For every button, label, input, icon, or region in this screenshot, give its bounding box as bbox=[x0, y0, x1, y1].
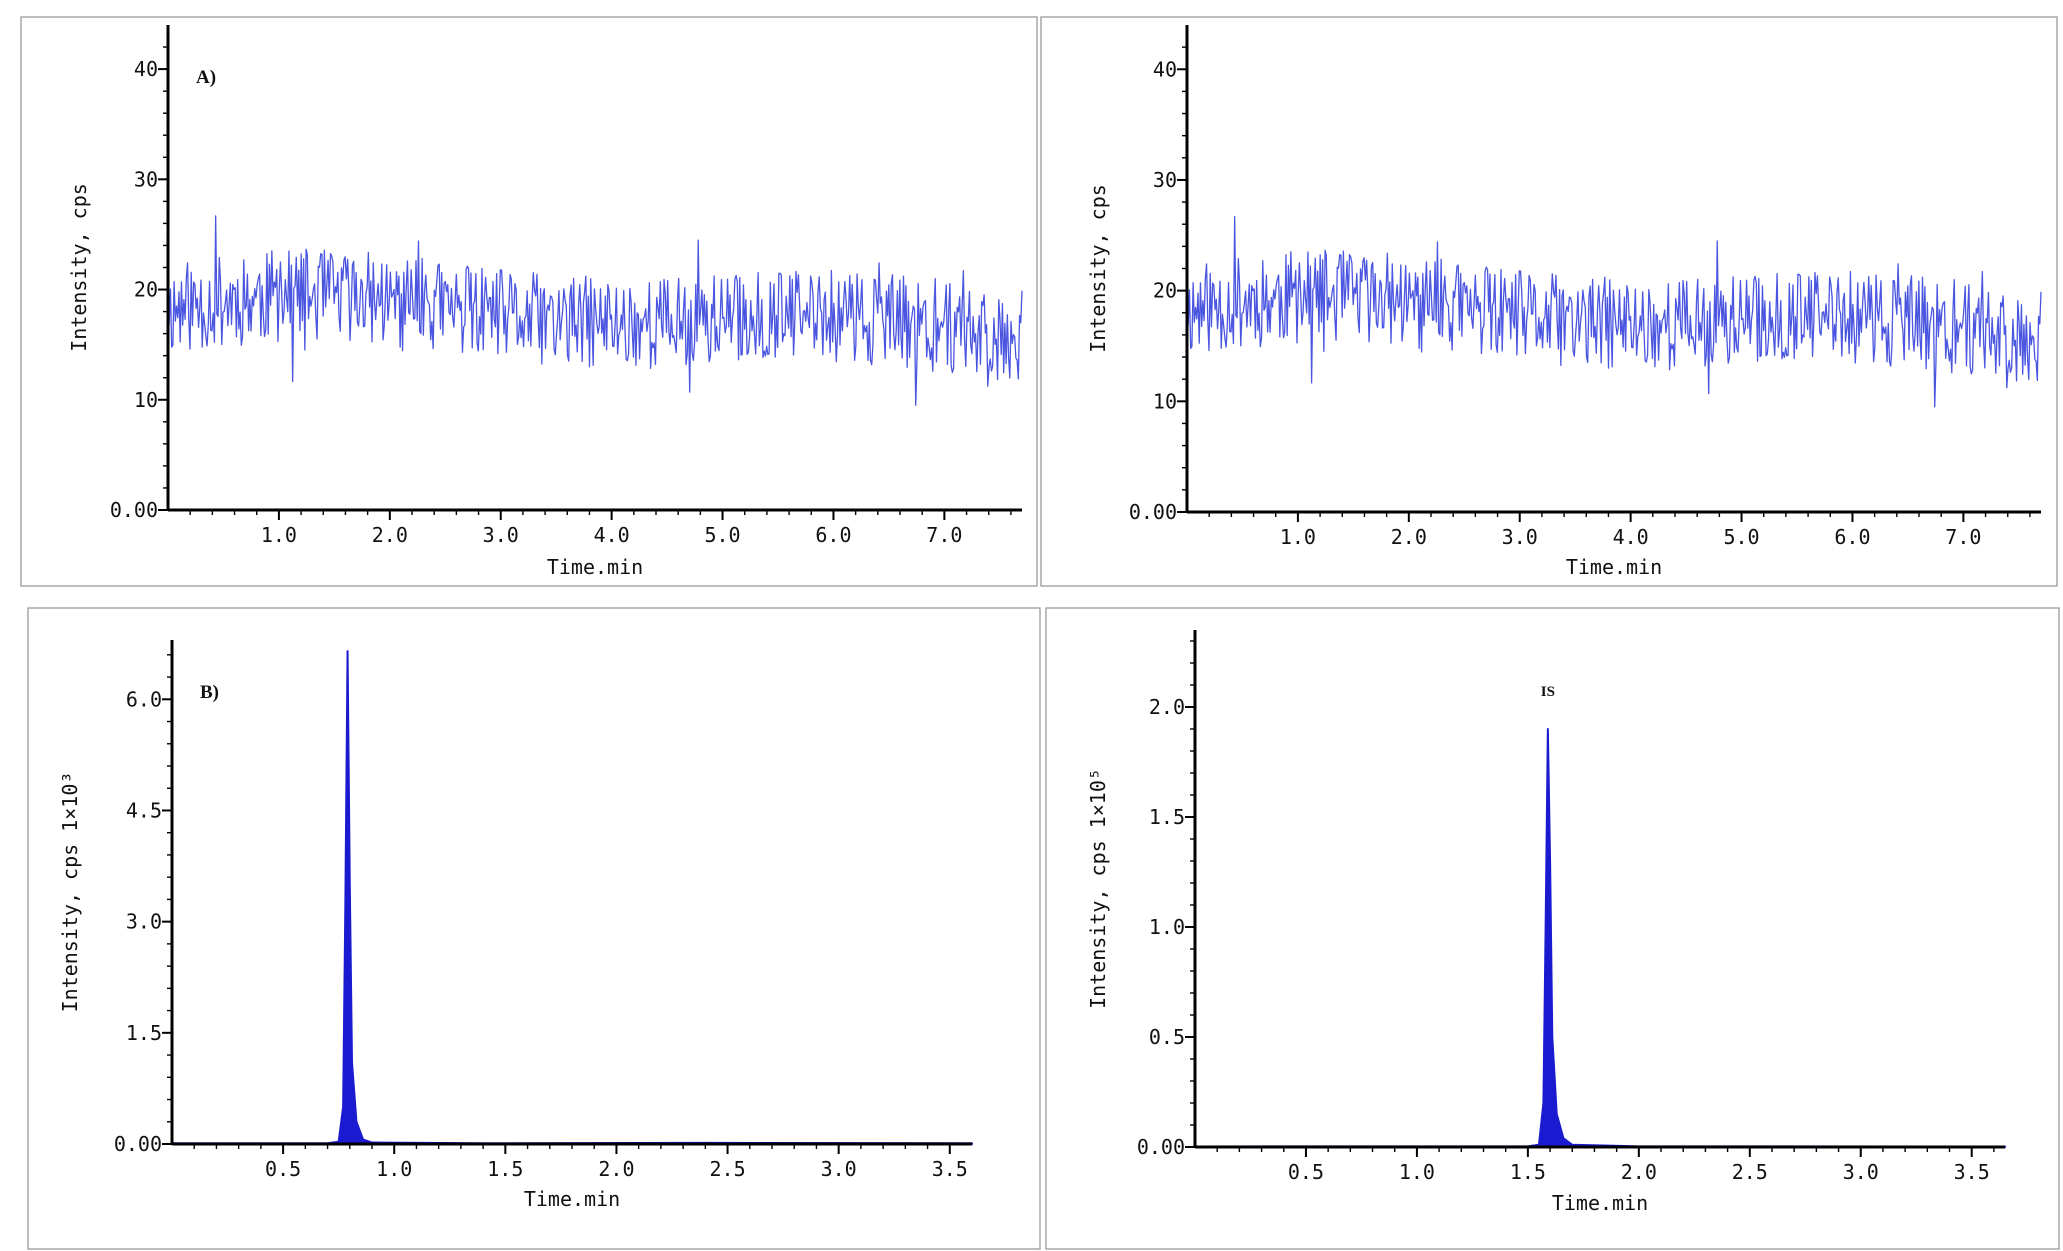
y-tick-label: 40 bbox=[134, 57, 158, 81]
y-tick-label: 1.5 bbox=[1149, 805, 1185, 829]
y-tick-label: 40 bbox=[1153, 57, 1177, 81]
y-tick-label: 30 bbox=[134, 167, 158, 191]
y-tick-label: 3.0 bbox=[126, 910, 162, 934]
x-tick-label: 7.0 bbox=[926, 523, 962, 547]
y-tick-label: 0.5 bbox=[1149, 1025, 1185, 1049]
x-tick-label: 0.5 bbox=[1288, 1160, 1324, 1184]
y-tick-label: 0.00 bbox=[110, 498, 158, 522]
y-tick-label: 4.5 bbox=[126, 798, 162, 822]
y-tick-label: 1.0 bbox=[1149, 915, 1185, 939]
x-tick-label: 6.0 bbox=[1834, 525, 1870, 549]
x-tick-label: 2.0 bbox=[1621, 1160, 1657, 1184]
y-tick-label: 20 bbox=[1153, 279, 1177, 303]
y-tick-label: 20 bbox=[134, 278, 158, 302]
x-axis-title: Time.min bbox=[547, 555, 643, 579]
x-tick-label: 1.0 bbox=[1399, 1160, 1435, 1184]
x-tick-label: 2.0 bbox=[1391, 525, 1427, 549]
y-tick-label: 30 bbox=[1153, 168, 1177, 192]
x-tick-label: 7.0 bbox=[1945, 525, 1981, 549]
x-tick-label: 2.5 bbox=[709, 1157, 745, 1181]
x-tick-label: 3.5 bbox=[932, 1157, 968, 1181]
x-tick-label: 6.0 bbox=[815, 523, 851, 547]
x-tick-label: 4.0 bbox=[1613, 525, 1649, 549]
x-tick-label: 3.0 bbox=[483, 523, 519, 547]
x-tick-label: 2.0 bbox=[598, 1157, 634, 1181]
x-tick-label: 1.0 bbox=[376, 1157, 412, 1181]
x-tick-label: 0.5 bbox=[265, 1157, 301, 1181]
x-axis-title: Time.min bbox=[1552, 1191, 1648, 1215]
y-tick-label: 1.5 bbox=[126, 1021, 162, 1045]
y-tick-label: 0.00 bbox=[1129, 500, 1177, 524]
panel-frame bbox=[27, 607, 1041, 1250]
x-tick-label: 2.0 bbox=[372, 523, 408, 547]
x-tick-label: 5.0 bbox=[1723, 525, 1759, 549]
chromatogram-trace bbox=[167, 215, 1023, 406]
chromatogram-trace bbox=[1186, 215, 2042, 408]
x-tick-label: 2.5 bbox=[1732, 1160, 1768, 1184]
y-tick-label: 10 bbox=[134, 388, 158, 412]
panel-b-right: 0.5 1.0 1.5 2.0 2.5 3.0 3.5 0.00 0.5 1.0 1.5 2.0 Tim… bbox=[1045, 607, 2060, 1250]
x-tick-label: 3.0 bbox=[1502, 525, 1538, 549]
y-tick-label: 0.00 bbox=[114, 1132, 162, 1156]
peak-annotation: IS bbox=[1541, 684, 1555, 700]
x-axis-title: Time.min bbox=[524, 1187, 620, 1211]
y-tick-label: 10 bbox=[1153, 389, 1177, 413]
panel-a-left: 1.0 2.0 3.0 4.0 5.0 6.0 7.0 0.00 10 20 30 40 Time.mi… bbox=[20, 16, 1038, 587]
y-axis-title: Intensity, cps 1×10⁵ bbox=[1086, 768, 1110, 1009]
panel-label: B) bbox=[200, 682, 219, 703]
x-tick-label: 1.0 bbox=[1280, 525, 1316, 549]
y-tick-label: 6.0 bbox=[126, 687, 162, 711]
x-axis-title: Time.min bbox=[1566, 555, 1662, 579]
x-tick-label: 3.5 bbox=[1954, 1160, 1990, 1184]
x-tick-label: 1.5 bbox=[487, 1157, 523, 1181]
panel-label: A) bbox=[196, 67, 216, 88]
x-tick-label: 1.0 bbox=[261, 523, 297, 547]
y-axis-title: Intensity, cps 1×10³ bbox=[58, 772, 82, 1013]
x-tick-label: 5.0 bbox=[704, 523, 740, 547]
panel-frame bbox=[1045, 607, 2060, 1250]
x-tick-label: 4.0 bbox=[594, 523, 630, 547]
panel-b-left: 0.5 1.0 1.5 2.0 2.5 3.0 3.5 0.00 1.5 3.0 4.5 6.0 Tim… bbox=[27, 607, 1041, 1250]
y-tick-label: 2.0 bbox=[1149, 695, 1185, 719]
y-axis-title: Intensity, cps bbox=[1086, 184, 1110, 353]
x-tick-label: 3.0 bbox=[821, 1157, 857, 1181]
panel-a-right: 1.0 2.0 3.0 4.0 5.0 6.0 7.0 0.00 10 20 30 40 Time.mi… bbox=[1040, 16, 2058, 587]
y-tick-label: 0.00 bbox=[1137, 1135, 1185, 1159]
y-axis-title: Intensity, cps bbox=[67, 183, 91, 352]
x-tick-label: 3.0 bbox=[1843, 1160, 1879, 1184]
x-tick-label: 1.5 bbox=[1510, 1160, 1546, 1184]
